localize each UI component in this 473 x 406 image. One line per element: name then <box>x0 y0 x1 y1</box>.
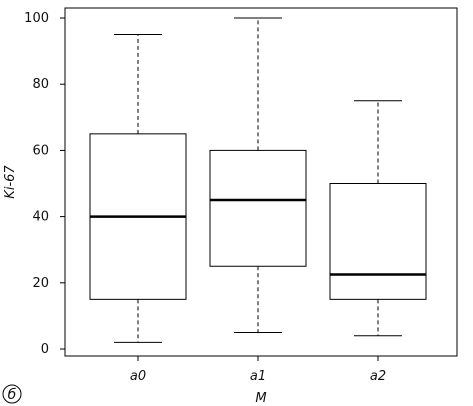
y-tick-label: 40 <box>32 210 49 225</box>
box-iqr <box>209 149 307 267</box>
panel-label: б <box>8 387 17 403</box>
box-series <box>89 17 427 343</box>
y-tick-label: 20 <box>32 276 49 291</box>
plot-frame <box>64 7 458 357</box>
y-tick-label: 80 <box>32 77 49 92</box>
x-tick-label: a2 <box>370 369 386 384</box>
x-axis: a0 a1 a2 <box>130 356 386 384</box>
x-axis-title: M <box>255 391 266 406</box>
x-tick-label: a0 <box>130 369 146 384</box>
box-a0 <box>89 34 187 343</box>
y-axis-title: Ki-67 <box>3 165 18 199</box>
x-tick-label: a1 <box>250 369 266 384</box>
box-iqr <box>329 183 427 300</box>
panel-label-circle <box>2 384 22 404</box>
box-a2 <box>329 100 427 337</box>
y-tick-label: 100 <box>24 11 49 26</box>
y-tick-label: 0 <box>41 342 49 357</box>
box-a1 <box>209 17 307 333</box>
y-axis: 0 20 40 60 80 100 <box>24 11 65 357</box>
y-tick-label: 60 <box>32 143 49 158</box>
